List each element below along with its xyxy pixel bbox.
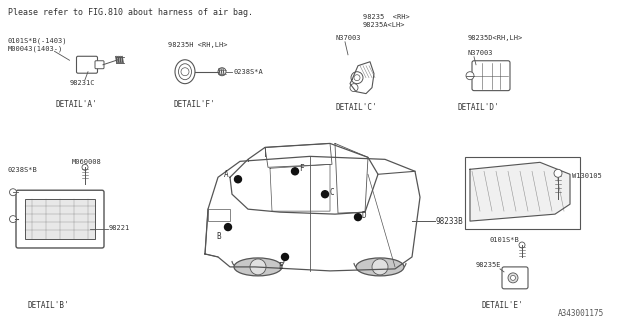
Text: N37003: N37003	[336, 35, 362, 41]
FancyBboxPatch shape	[16, 190, 104, 248]
Text: W130105: W130105	[572, 173, 602, 179]
Circle shape	[10, 216, 17, 223]
Text: C: C	[329, 188, 333, 197]
Circle shape	[234, 176, 241, 183]
Text: M060008: M060008	[72, 159, 102, 165]
Circle shape	[519, 242, 525, 248]
Circle shape	[466, 72, 474, 80]
Text: DETAIL'B': DETAIL'B'	[28, 301, 70, 310]
Circle shape	[511, 276, 515, 280]
Text: D: D	[361, 211, 365, 220]
Text: 98235  <RH>: 98235 <RH>	[363, 14, 410, 20]
Text: 0101S*B: 0101S*B	[490, 237, 520, 243]
Circle shape	[225, 224, 232, 230]
Circle shape	[321, 191, 328, 198]
Text: DETAIL'A': DETAIL'A'	[55, 100, 97, 108]
Text: M00043(1403-): M00043(1403-)	[8, 46, 63, 52]
Bar	[25, 199, 95, 239]
FancyBboxPatch shape	[472, 61, 510, 91]
Circle shape	[181, 68, 189, 76]
Text: E: E	[278, 262, 283, 271]
Text: DETAIL'C': DETAIL'C'	[335, 103, 376, 112]
Text: DETAIL'D': DETAIL'D'	[458, 103, 500, 112]
Text: 0101S*B(-1403): 0101S*B(-1403)	[8, 38, 67, 44]
Text: A343001175: A343001175	[558, 309, 604, 318]
Text: A: A	[224, 170, 228, 179]
Text: DETAIL'E': DETAIL'E'	[482, 301, 524, 310]
FancyBboxPatch shape	[95, 61, 104, 69]
Text: 98231C: 98231C	[70, 80, 95, 86]
Text: Please refer to FIG.810 about harness of air bag.: Please refer to FIG.810 about harness of…	[8, 8, 253, 17]
Circle shape	[282, 253, 289, 260]
Circle shape	[82, 164, 88, 170]
Ellipse shape	[356, 258, 404, 276]
Circle shape	[350, 84, 358, 92]
Bar	[208, 209, 230, 221]
Text: 98235H <RH,LH>: 98235H <RH,LH>	[168, 42, 227, 48]
Ellipse shape	[179, 64, 191, 80]
Ellipse shape	[234, 258, 282, 276]
Text: 98235D<RH,LH>: 98235D<RH,LH>	[468, 35, 524, 41]
Ellipse shape	[218, 68, 226, 76]
Text: N37003: N37003	[468, 50, 493, 56]
Text: 98235A<LH>: 98235A<LH>	[363, 22, 406, 28]
FancyBboxPatch shape	[77, 56, 97, 73]
Circle shape	[250, 259, 266, 275]
Circle shape	[354, 75, 360, 81]
Circle shape	[355, 214, 362, 220]
Text: DETAIL'F': DETAIL'F'	[174, 100, 216, 108]
Text: 98235E: 98235E	[476, 262, 502, 268]
Circle shape	[508, 273, 518, 283]
Circle shape	[372, 259, 388, 275]
Bar	[465, 157, 580, 229]
Text: 0238S*A: 0238S*A	[233, 69, 263, 75]
Polygon shape	[470, 162, 570, 221]
Text: 0238S*B: 0238S*B	[8, 167, 38, 173]
Circle shape	[351, 72, 363, 84]
Ellipse shape	[175, 60, 195, 84]
Text: F: F	[299, 164, 303, 173]
Text: 98233B: 98233B	[436, 217, 464, 226]
Circle shape	[10, 189, 17, 196]
Circle shape	[554, 169, 562, 177]
Circle shape	[291, 168, 298, 175]
Text: 98221: 98221	[109, 225, 131, 231]
Text: B: B	[216, 232, 221, 241]
FancyBboxPatch shape	[502, 267, 528, 289]
